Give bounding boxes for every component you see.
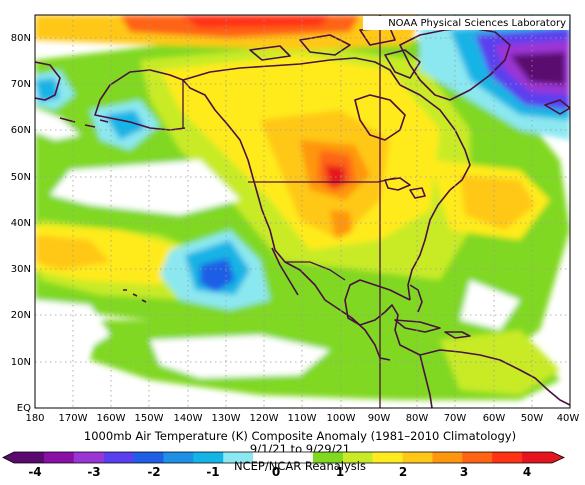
lat-label: 70N (11, 79, 31, 90)
lat-label: 40N (11, 218, 31, 229)
colorbar-label: -1 (206, 465, 219, 479)
colorbar-swatch (402, 452, 433, 463)
lat-label: 30N (11, 264, 31, 275)
colorbar-swatch (253, 452, 284, 463)
colorbar-min-arrow (3, 452, 14, 463)
colorbar-outline (2, 451, 565, 464)
colorbar-swatch (163, 452, 194, 463)
colorbar-max-arrow (552, 452, 564, 463)
lat-label: EQ (17, 403, 31, 414)
lon-label: 90W (368, 413, 391, 424)
lon-label: 40W (557, 413, 580, 424)
graticule (35, 15, 570, 408)
colorbar-swatch (342, 452, 373, 463)
anomaly-shading (35, 15, 570, 408)
plot-frame (34, 14, 571, 409)
lon-labels: 180 170W 160W 150W 140W 130W 120W 110W 1… (25, 413, 579, 424)
colorbar-swatch (73, 452, 104, 463)
colorbar-label: 4 (523, 465, 531, 479)
colorbar-swatch (223, 452, 254, 463)
colorbar-swatch (103, 452, 134, 463)
colorbar-swatch (43, 452, 75, 463)
lon-label: 110W (288, 413, 317, 424)
colorbar-swatch (522, 452, 553, 463)
coastlines (35, 27, 570, 408)
lat-label: 10N (11, 357, 31, 368)
lon-label: 50W (521, 413, 544, 424)
lon-label: 100W (327, 413, 356, 424)
credit-text: NOAA Physical Sciences Laboratory (388, 18, 566, 29)
lon-label: 80W (406, 413, 429, 424)
colorbar-swatch (283, 452, 314, 463)
lon-label: 150W (135, 413, 164, 424)
colorbar (2, 451, 565, 464)
colorbar-label: 0 (272, 465, 280, 479)
colorbar-labels: -4 -3 -2 -1 0 1 2 3 4 (28, 465, 531, 479)
colorbar-label: -4 (28, 465, 41, 479)
lon-label: 140W (174, 413, 203, 424)
colorbar-swatch (193, 452, 224, 463)
colorbar-swatch (462, 452, 493, 463)
colorbar-label: 1 (336, 465, 344, 479)
colorbar-label: 2 (399, 465, 407, 479)
lon-label: 180 (25, 413, 44, 424)
lon-label: 60W (483, 413, 506, 424)
colorbar-label: -3 (87, 465, 100, 479)
colorbar-swatch (372, 452, 403, 463)
lon-label: 130W (212, 413, 241, 424)
credit-box (363, 16, 569, 30)
colorbar-swatch (133, 452, 164, 463)
lon-label: 70W (444, 413, 467, 424)
lat-label: 60N (11, 125, 31, 136)
colorbar-label: -2 (147, 465, 160, 479)
lat-label: 50N (11, 172, 31, 183)
colorbar-swatch (14, 452, 45, 463)
colorbar-swatch (312, 452, 344, 463)
colorbar-swatch (432, 452, 463, 463)
lat-label: 20N (11, 310, 31, 321)
borders (182, 15, 396, 408)
lon-label: 160W (97, 413, 126, 424)
lat-label: 80N (11, 33, 31, 44)
lon-label: 120W (250, 413, 279, 424)
caption-title: 1000mb Air Temperature (K) Composite Ano… (84, 429, 516, 443)
caption-source: NCEP/NCAR Reanalysis (234, 459, 366, 473)
colorbar-label: 3 (460, 465, 468, 479)
lat-labels: 80N 70N 60N 50N 40N 30N 20N 10N EQ (11, 33, 31, 414)
lon-label: 170W (59, 413, 88, 424)
colorbar-swatch (492, 452, 523, 463)
